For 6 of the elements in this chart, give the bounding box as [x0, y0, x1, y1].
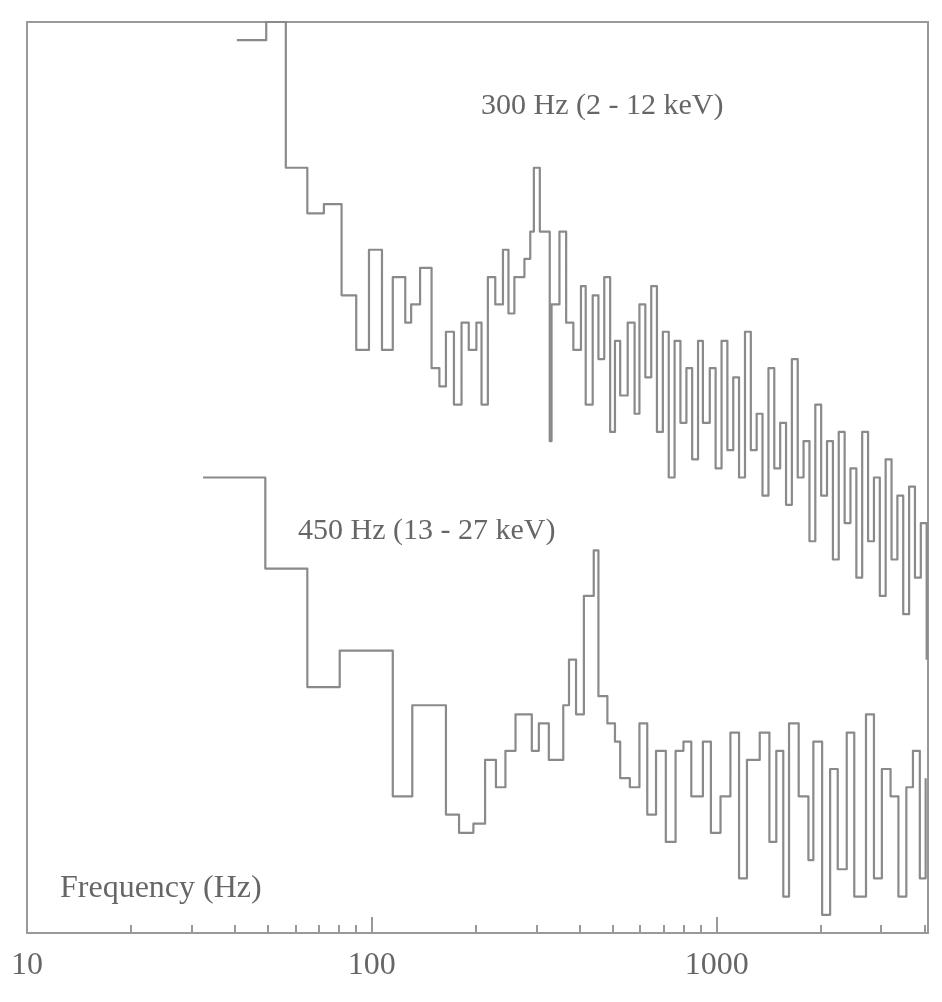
x-tick-label: 100 [347, 945, 396, 981]
x-tick-label: 1000 [684, 945, 749, 981]
x-axis-title: Frequency (Hz) [60, 868, 262, 904]
annotation: 300 Hz (2 - 12 keV) [481, 86, 724, 121]
annotation: 450 Hz (13 - 27 keV) [298, 511, 556, 546]
x-tick-label: 10 [11, 945, 43, 981]
